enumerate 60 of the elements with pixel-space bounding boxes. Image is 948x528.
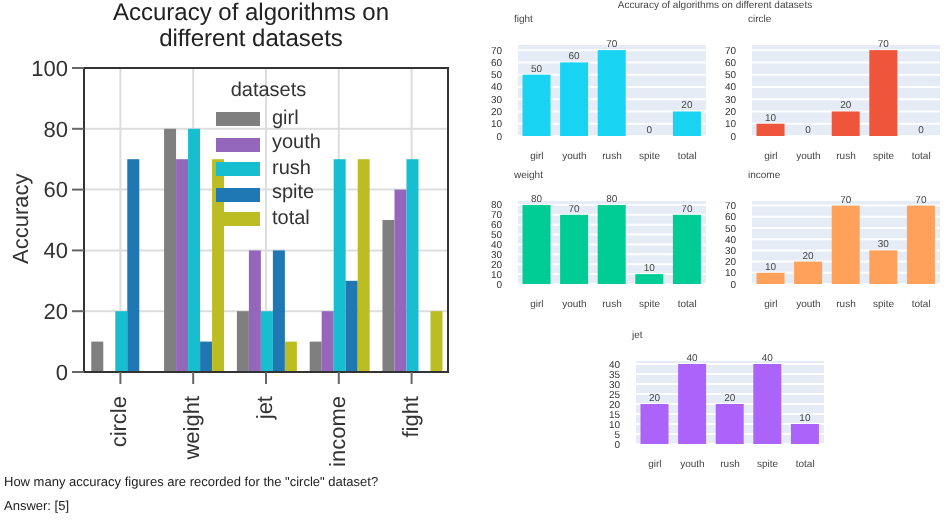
- bar: [672, 214, 701, 284]
- bar: [756, 123, 785, 136]
- bar: [794, 261, 823, 284]
- bar: [321, 311, 334, 372]
- y-tick-label: 20: [43, 301, 68, 326]
- bar: [333, 159, 346, 372]
- bar: [309, 341, 322, 372]
- bar: [522, 74, 551, 136]
- bar: [597, 204, 626, 284]
- bar: [869, 250, 898, 284]
- bar: [394, 189, 407, 372]
- bar: [869, 50, 898, 136]
- legend-title: datasets: [228, 80, 309, 105]
- bar: [560, 62, 589, 136]
- bar: [906, 205, 935, 284]
- bar: [756, 272, 785, 284]
- bar: [715, 404, 744, 444]
- bar: [200, 341, 213, 372]
- y-tick-label: 80: [43, 118, 68, 143]
- y-axis-title: Accuracy: [9, 172, 34, 264]
- bar: [430, 311, 443, 372]
- bar: [522, 204, 551, 284]
- bar: [790, 424, 819, 444]
- x-tick-label: income: [326, 396, 351, 467]
- bar: [164, 128, 177, 372]
- legend-label: total: [270, 207, 312, 232]
- chart-title: Accuracy of algorithms on different datasets: [110, 0, 392, 56]
- bar: [236, 311, 249, 372]
- bar: [176, 159, 189, 372]
- legend-label: girl: [270, 107, 301, 132]
- bar: [597, 50, 626, 136]
- legend-label: spite: [270, 182, 317, 207]
- bar: [272, 250, 285, 372]
- bar: [635, 274, 664, 284]
- bar: [640, 404, 669, 444]
- x-tick-label: weight: [181, 396, 206, 462]
- bar: [284, 341, 297, 372]
- y-tick-label: 0: [55, 361, 68, 386]
- bar: [127, 159, 140, 372]
- bar: [115, 311, 128, 372]
- y-tick-label: 60: [43, 179, 68, 204]
- bar: [248, 250, 261, 372]
- bar: [382, 220, 395, 372]
- bar: [357, 159, 370, 372]
- y-tick-label: 40: [43, 240, 68, 265]
- x-tick-label: fight: [399, 396, 424, 438]
- bar: [345, 280, 358, 372]
- x-tick-label: jet: [254, 396, 278, 422]
- bar: [260, 311, 273, 372]
- bar: [831, 205, 860, 284]
- y-tick-label: 100: [31, 57, 68, 82]
- bar: [406, 159, 419, 372]
- bar: [753, 364, 782, 444]
- bar: [560, 214, 589, 284]
- bar: [831, 111, 860, 136]
- x-tick-label: circle: [108, 396, 133, 448]
- bar: [672, 111, 701, 136]
- bar: [678, 364, 707, 444]
- bar: [188, 128, 201, 372]
- bar: [91, 341, 104, 372]
